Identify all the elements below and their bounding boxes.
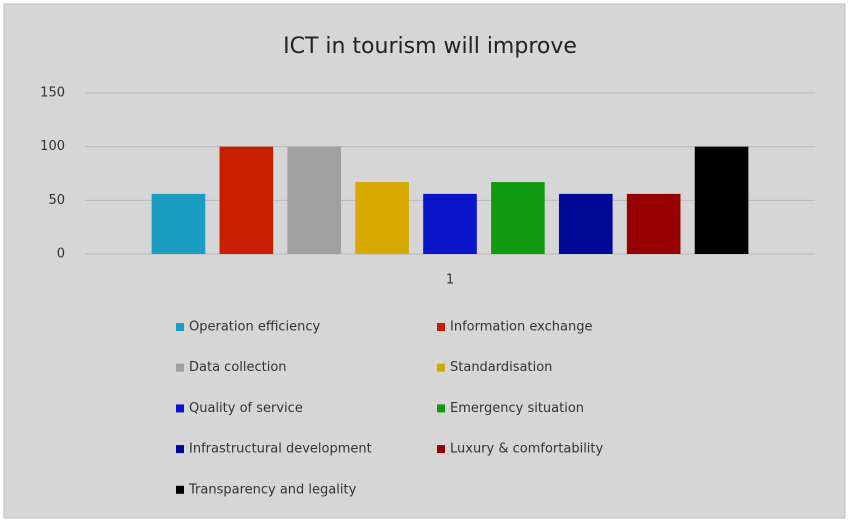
bar bbox=[626, 193, 681, 254]
bar bbox=[558, 193, 613, 254]
bar bbox=[151, 193, 206, 254]
legend-label: Luxury & comfortability bbox=[450, 442, 604, 457]
y-tick-label: 150 bbox=[40, 86, 65, 101]
x-tick-label: 1 bbox=[446, 273, 454, 288]
y-tick-label: 100 bbox=[40, 139, 65, 154]
legend-marker bbox=[176, 445, 184, 454]
legend-marker bbox=[176, 323, 184, 331]
bar bbox=[423, 193, 477, 254]
y-tick-label: 0 bbox=[57, 247, 65, 262]
legend-marker bbox=[437, 445, 445, 454]
legend-marker bbox=[176, 485, 184, 494]
legend-marker bbox=[437, 404, 445, 413]
legend-marker bbox=[437, 363, 445, 372]
legend-marker bbox=[176, 404, 184, 413]
bar bbox=[287, 146, 342, 254]
chart-title: ICT in tourism will improve bbox=[283, 34, 577, 59]
legend-label: Quality of service bbox=[189, 401, 303, 416]
legend-label: Infrastructural development bbox=[189, 442, 372, 457]
legend-label: Information exchange bbox=[450, 320, 592, 335]
legend-label: Data collection bbox=[189, 360, 287, 375]
legend-marker bbox=[437, 323, 445, 331]
legend-label: Operation efficiency bbox=[189, 320, 321, 335]
bar bbox=[219, 146, 274, 254]
y-tick-label: 50 bbox=[48, 193, 65, 208]
legend-marker bbox=[176, 363, 184, 372]
legend-label: Transparency and legality bbox=[188, 482, 357, 497]
legend-label: Standardisation bbox=[450, 360, 552, 375]
legend-label: Emergency situation bbox=[450, 401, 584, 416]
chart-background bbox=[3, 3, 846, 519]
bar bbox=[491, 182, 545, 254]
bar bbox=[355, 182, 409, 254]
bar bbox=[694, 146, 749, 254]
